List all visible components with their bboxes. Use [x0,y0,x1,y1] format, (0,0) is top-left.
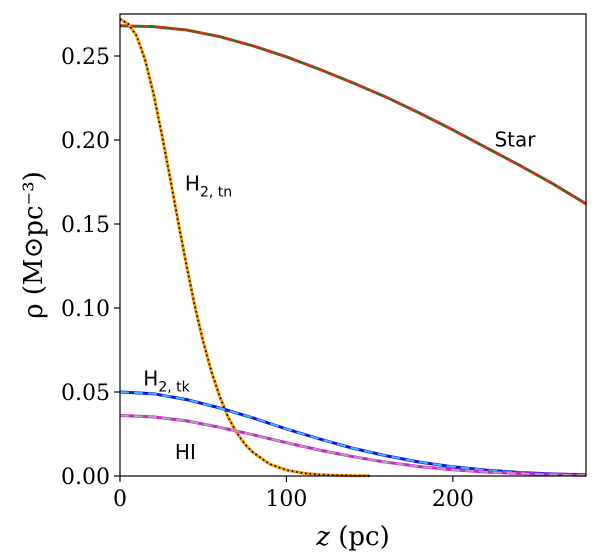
annotation-h2-tk: H2, tk [143,366,190,395]
axis-ticks: 0 100 200 0.00 0.05 0.10 0.15 0.20 0.25 [61,45,474,512]
series-line-h2-tn [119,17,370,478]
x-tick-label: 100 [265,487,307,512]
series-overlay-star [119,24,587,205]
x-tick-label: 200 [432,487,474,512]
y-tick-label: 0.10 [61,297,110,322]
y-tick-label: 0.00 [61,465,110,490]
y-tick-label: 0.05 [61,381,110,406]
x-axis-label: z (pc) [315,522,389,552]
series-overlay-hi [119,414,587,477]
curve-annotations: Star H2, tn H2, tk HI [143,128,536,464]
y-tick-label: 0.25 [61,45,110,70]
x-axis-variable: z [315,522,330,552]
y-tick-label: 0.15 [61,213,110,238]
x-tick-label: 0 [113,487,127,512]
y-tick-label: 0.20 [61,129,110,154]
y-axis-label: ρ (M⊙pc⁻³) [19,171,49,319]
plot-frame [119,13,587,477]
plot-lines [119,17,587,478]
series-overlay-h2-tn [119,18,370,477]
annotation-hi: HI [175,440,196,464]
annotation-star: Star [494,128,536,152]
x-axis-unit: (pc) [330,522,390,552]
annotation-h2-tn: H2, tn [185,171,232,200]
